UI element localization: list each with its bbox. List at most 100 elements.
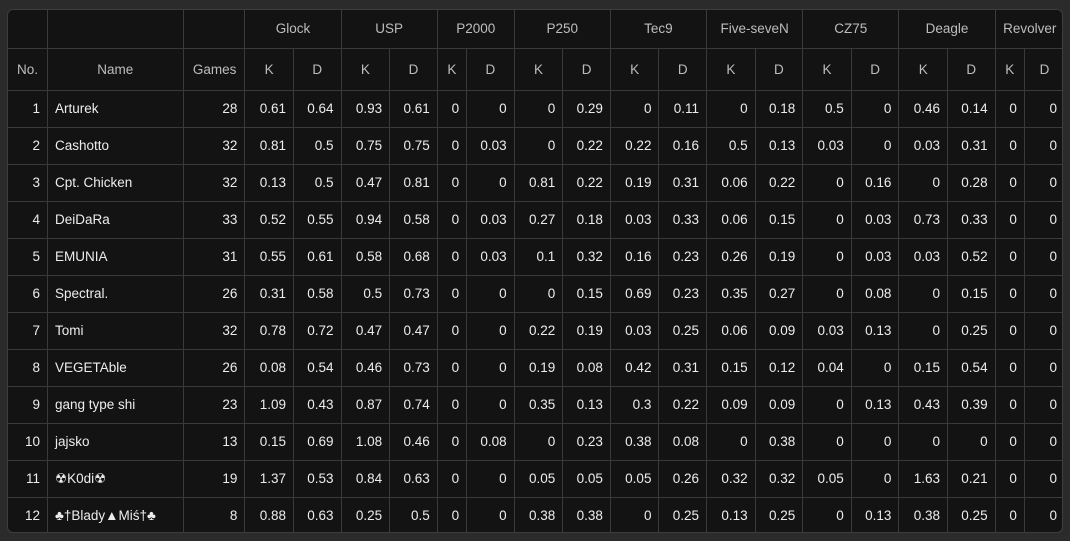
table-row: 12 ♣†Blady▲Miś†♣ 8 0.88 0.63 0.25 0.5 0 0 0.38 0.3… xyxy=(8,496,1062,532)
kills-value-cell: 0.46 xyxy=(898,89,948,128)
kills-column-header: K xyxy=(609,47,660,91)
player-name-cell: Spectral. xyxy=(46,274,184,313)
deaths-value-cell: 0.81 xyxy=(389,163,438,202)
blank-header-cell xyxy=(182,10,246,49)
deaths-value-cell: 0.31 xyxy=(658,163,708,202)
deaths-value-cell: 0.32 xyxy=(562,237,611,276)
kills-value-cell: 0.81 xyxy=(513,163,564,202)
kills-value-cell: 0.5 xyxy=(802,89,852,128)
deaths-value-cell: 0 xyxy=(1023,200,1062,239)
kills-value-cell: 0.13 xyxy=(244,163,294,202)
games-count-cell: 28 xyxy=(182,89,246,128)
kills-value-cell: 0.75 xyxy=(340,126,391,165)
kills-value-cell: 0.5 xyxy=(706,126,756,165)
kills-value-cell: 0 xyxy=(994,311,1025,350)
weapon-stats-table: Glock USP P2000 P250 Tec9 Five-seveN CZ7… xyxy=(8,10,1062,532)
kills-value-cell: 0 xyxy=(898,311,948,350)
deaths-value-cell: 0.13 xyxy=(850,385,900,424)
kills-value-cell: 0 xyxy=(994,459,1025,498)
weapon-header-p2000: P2000 xyxy=(436,10,515,49)
games-column-header: Games xyxy=(182,47,246,91)
kills-value-cell: 0.19 xyxy=(513,348,564,387)
kills-value-cell: 0.06 xyxy=(706,200,756,239)
kills-value-cell: 0.5 xyxy=(340,274,391,313)
deaths-value-cell: 0.03 xyxy=(850,200,900,239)
kills-value-cell: 0.27 xyxy=(513,200,564,239)
kills-value-cell: 0.35 xyxy=(706,274,756,313)
deaths-value-cell: 0.46 xyxy=(389,422,438,461)
deaths-value-cell: 0.25 xyxy=(658,496,708,532)
deaths-value-cell: 0.09 xyxy=(754,311,804,350)
table-row: 9 gang type shi 23 1.09 0.43 0.87 0.74 0 0 0.35 0.… xyxy=(8,385,1062,424)
deaths-value-cell: 0.19 xyxy=(562,311,611,350)
kills-value-cell: 0 xyxy=(994,422,1025,461)
kills-value-cell: 0 xyxy=(436,274,468,313)
deaths-value-cell: 0.08 xyxy=(658,422,708,461)
deaths-value-cell: 0 xyxy=(466,163,515,202)
deaths-value-cell: 0.74 xyxy=(389,385,438,424)
deaths-value-cell: 0.58 xyxy=(292,274,342,313)
deaths-value-cell: 0.27 xyxy=(754,274,804,313)
kills-value-cell: 0.81 xyxy=(244,126,294,165)
kills-value-cell: 0 xyxy=(994,274,1025,313)
weapon-header-cz75: CZ75 xyxy=(802,10,900,49)
deaths-value-cell: 0.58 xyxy=(389,200,438,239)
deaths-value-cell: 0.61 xyxy=(389,89,438,128)
deaths-value-cell: 0.25 xyxy=(754,496,804,532)
deaths-value-cell: 0.16 xyxy=(850,163,900,202)
kills-value-cell: 0 xyxy=(994,348,1025,387)
player-name-cell: DeiDaRa xyxy=(46,200,184,239)
deaths-value-cell: 0.63 xyxy=(292,496,342,532)
deaths-value-cell: 0.03 xyxy=(466,126,515,165)
deaths-value-cell: 0 xyxy=(466,459,515,498)
deaths-value-cell: 0.13 xyxy=(754,126,804,165)
kills-value-cell: 0.32 xyxy=(706,459,756,498)
kills-value-cell: 0.05 xyxy=(513,459,564,498)
deaths-value-cell: 0.05 xyxy=(562,459,611,498)
deaths-column-header: D xyxy=(562,47,611,91)
table-row: 10 jajsko 13 0.15 0.69 1.08 0.46 0 0.08 0 0.23 0.38… xyxy=(8,422,1062,461)
deaths-value-cell: 0.54 xyxy=(292,348,342,387)
kills-value-cell: 0 xyxy=(802,237,852,276)
kills-value-cell: 0.93 xyxy=(340,89,391,128)
kills-value-cell: 0.46 xyxy=(340,348,391,387)
deaths-value-cell: 0 xyxy=(1023,237,1062,276)
weapon-header-revolver: Revolver xyxy=(994,10,1062,49)
kills-value-cell: 0 xyxy=(436,126,468,165)
table-row: 3 Cpt. Chicken 32 0.13 0.5 0.47 0.81 0 0 0.81 0.22… xyxy=(8,163,1062,202)
kills-value-cell: 0.38 xyxy=(513,496,564,532)
kills-column-header: K xyxy=(706,47,756,91)
kills-value-cell: 0 xyxy=(706,422,756,461)
kills-value-cell: 0.15 xyxy=(898,348,948,387)
kills-value-cell: 0.03 xyxy=(802,311,852,350)
games-count-cell: 32 xyxy=(182,126,246,165)
table-row: 4 DeiDaRa 33 0.52 0.55 0.94 0.58 0 0.03 0.27 0.18 0… xyxy=(8,200,1062,239)
deaths-value-cell: 0.15 xyxy=(562,274,611,313)
kills-value-cell: 0.47 xyxy=(340,163,391,202)
column-header-row: No. Name Games K D K D K D K D K D K D K… xyxy=(8,47,1062,91)
deaths-value-cell: 0.52 xyxy=(947,237,996,276)
row-number-cell: 11 xyxy=(8,459,48,498)
deaths-value-cell: 0 xyxy=(1023,274,1062,313)
deaths-value-cell: 0.08 xyxy=(466,422,515,461)
deaths-value-cell: 0.47 xyxy=(389,311,438,350)
kills-column-header: K xyxy=(802,47,852,91)
row-number-cell: 3 xyxy=(8,163,48,202)
kills-value-cell: 0 xyxy=(994,163,1025,202)
kills-value-cell: 0.19 xyxy=(609,163,660,202)
kills-value-cell: 0 xyxy=(994,89,1025,128)
games-count-cell: 13 xyxy=(182,422,246,461)
deaths-value-cell: 0.09 xyxy=(754,385,804,424)
deaths-value-cell: 0.16 xyxy=(658,126,708,165)
deaths-value-cell: 0.11 xyxy=(658,89,708,128)
deaths-value-cell: 0.75 xyxy=(389,126,438,165)
games-count-cell: 23 xyxy=(182,385,246,424)
deaths-column-header: D xyxy=(947,47,996,91)
row-number-cell: 9 xyxy=(8,385,48,424)
deaths-value-cell: 0.03 xyxy=(850,237,900,276)
deaths-value-cell: 0.61 xyxy=(292,237,342,276)
kills-value-cell: 0 xyxy=(802,496,852,532)
deaths-value-cell: 0 xyxy=(850,422,900,461)
weapon-header-five-seven: Five-seveN xyxy=(706,10,804,49)
deaths-value-cell: 0.39 xyxy=(947,385,996,424)
